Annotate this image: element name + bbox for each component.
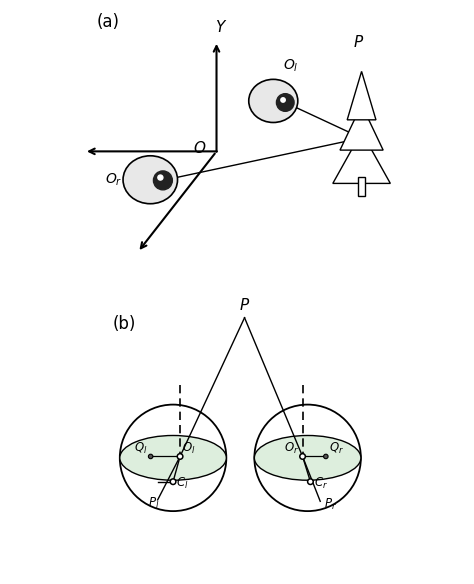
Circle shape bbox=[148, 454, 153, 458]
Text: $C_l$: $C_l$ bbox=[176, 476, 189, 491]
Circle shape bbox=[276, 93, 294, 112]
Polygon shape bbox=[347, 71, 376, 120]
Text: Y: Y bbox=[215, 20, 224, 34]
Text: $Q_r$: $Q_r$ bbox=[329, 440, 344, 456]
Text: $O_l$: $O_l$ bbox=[182, 440, 196, 456]
Circle shape bbox=[154, 171, 173, 190]
Text: (b): (b) bbox=[113, 315, 136, 333]
Ellipse shape bbox=[120, 436, 226, 480]
Bar bbox=[358, 178, 365, 196]
Circle shape bbox=[255, 405, 361, 511]
Circle shape bbox=[170, 479, 176, 485]
Text: $O_r$: $O_r$ bbox=[284, 440, 299, 456]
Text: $O_l$: $O_l$ bbox=[283, 58, 298, 74]
Text: P: P bbox=[354, 36, 363, 50]
Circle shape bbox=[281, 98, 285, 102]
Text: P: P bbox=[240, 298, 249, 314]
Polygon shape bbox=[333, 132, 390, 183]
Polygon shape bbox=[340, 105, 383, 150]
Circle shape bbox=[324, 454, 328, 458]
Text: O: O bbox=[193, 141, 205, 156]
Text: $O_r$: $O_r$ bbox=[105, 172, 123, 188]
Circle shape bbox=[120, 405, 226, 511]
Text: $P_l$: $P_l$ bbox=[148, 496, 159, 511]
Text: (a): (a) bbox=[97, 13, 119, 30]
Text: $P_r$: $P_r$ bbox=[324, 496, 337, 512]
Ellipse shape bbox=[123, 156, 178, 204]
Text: $C_r$: $C_r$ bbox=[314, 476, 328, 491]
Text: $Q_l$: $Q_l$ bbox=[134, 442, 147, 456]
Ellipse shape bbox=[249, 79, 298, 123]
Circle shape bbox=[158, 175, 163, 180]
Circle shape bbox=[308, 479, 313, 485]
Ellipse shape bbox=[255, 436, 361, 480]
Circle shape bbox=[300, 454, 305, 459]
Circle shape bbox=[177, 454, 183, 459]
